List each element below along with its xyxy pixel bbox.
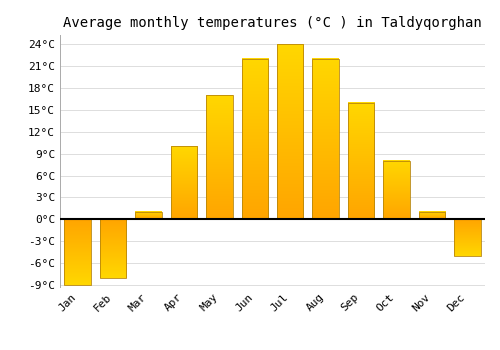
Bar (383, 161, 409, 219)
Bar (312, 59, 339, 219)
Bar (242, 59, 268, 219)
Bar (277, 44, 303, 219)
Bar (348, 103, 374, 219)
Title: Average monthly temperatures (°C ) in Taldyqorghan: Average monthly temperatures (°C ) in Ta… (63, 16, 482, 30)
Bar (136, 212, 162, 219)
Bar (100, 219, 126, 278)
Bar (170, 146, 197, 219)
Bar (64, 219, 91, 285)
Bar (454, 219, 480, 256)
Bar (206, 96, 233, 219)
Bar (418, 212, 445, 219)
